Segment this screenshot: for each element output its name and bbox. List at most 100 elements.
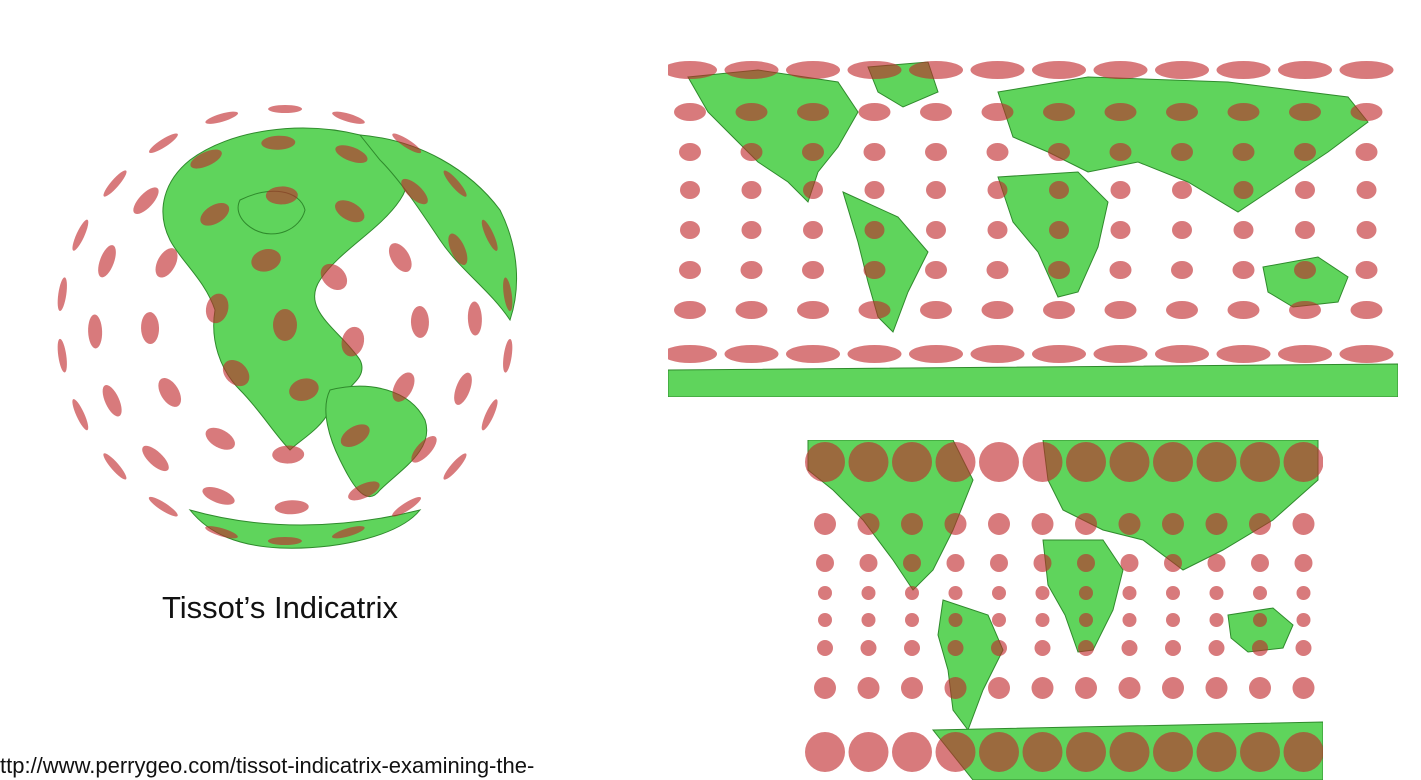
tissot-ellipse xyxy=(98,245,116,278)
tissot-ellipse xyxy=(481,219,498,251)
tissot-ellipse xyxy=(935,442,976,482)
tissot-ellipse xyxy=(411,436,437,463)
tissot-ellipse xyxy=(1022,442,1063,482)
tissot-ellipse xyxy=(857,677,880,699)
plate-carree-map xyxy=(668,61,1398,397)
tissot-ellipse xyxy=(1049,221,1069,239)
tissot-ellipse xyxy=(1048,261,1070,279)
tissot-ellipse xyxy=(903,554,921,572)
tissot-ellipse xyxy=(905,586,919,600)
tissot-ellipse xyxy=(1356,221,1377,239)
tissot-ellipse xyxy=(348,481,380,501)
tissot-ellipse xyxy=(401,178,428,205)
tissot-ellipse xyxy=(57,338,67,373)
tissot-ellipse xyxy=(981,301,1014,319)
tissot-ellipse xyxy=(1122,613,1137,627)
tissot-ellipse xyxy=(848,732,889,772)
tissot-ellipse xyxy=(133,187,159,214)
tissot-ellipse xyxy=(674,301,706,319)
tissot-ellipse xyxy=(979,442,1019,482)
tissot-ellipse xyxy=(1033,554,1052,572)
tissot-ellipse xyxy=(1249,677,1271,699)
tissot-ellipse xyxy=(861,586,876,600)
tissot-ellipse xyxy=(1294,261,1316,279)
source-url[interactable]: ttp://www.perrygeo.com/tissot-indicatrix… xyxy=(0,753,535,778)
figure-caption: Tissot’s Indicatrix xyxy=(161,590,398,625)
tissot-ellipse xyxy=(1162,677,1184,699)
tissot-ellipse xyxy=(1093,61,1148,79)
tissot-ellipse xyxy=(320,263,348,291)
land-antarctica xyxy=(668,363,1398,397)
tissot-ellipse xyxy=(1078,640,1094,656)
tissot-ellipse xyxy=(909,61,963,79)
tissot-ellipse xyxy=(786,61,840,79)
tissot-ellipse xyxy=(1155,345,1209,363)
mercator-map xyxy=(805,440,1323,780)
tissot-ellipse xyxy=(848,442,889,482)
tissot-ellipse xyxy=(1079,613,1093,627)
tissot-ellipse xyxy=(803,181,823,199)
land-group xyxy=(668,61,1398,397)
tissot-ellipse xyxy=(392,496,422,517)
tissot-ellipse xyxy=(1207,554,1226,572)
tissot-ellipse xyxy=(797,301,829,319)
tissot-ellipse xyxy=(1295,640,1312,656)
tissot-ellipse xyxy=(1252,640,1268,656)
tissot-ellipse xyxy=(1249,513,1271,535)
tissot-ellipse xyxy=(388,243,412,273)
tissot-ellipse xyxy=(272,445,305,464)
tissot-ellipse xyxy=(88,314,103,349)
tissot-ellipse xyxy=(1292,677,1315,699)
tissot-ellipse xyxy=(1216,61,1271,79)
tissot-ellipse xyxy=(990,554,1008,572)
tissot-ellipse xyxy=(335,200,365,223)
tissot-ellipse xyxy=(992,586,1006,600)
tissot-ellipse xyxy=(858,103,891,121)
tissot-ellipse xyxy=(981,103,1014,121)
tissot-ellipse xyxy=(740,143,763,161)
tissot-ellipse xyxy=(1227,301,1260,319)
tissot-ellipse xyxy=(904,640,920,656)
tissot-ellipse xyxy=(987,221,1008,239)
tissot-ellipse xyxy=(103,170,127,197)
tissot-ellipse xyxy=(1166,586,1180,600)
tissot-ellipse xyxy=(802,261,824,279)
tissot-ellipse xyxy=(1294,143,1316,161)
tissot-ellipse xyxy=(674,103,706,121)
tissot-ellipse xyxy=(1075,513,1097,535)
tissot-ellipse xyxy=(817,640,833,656)
tissot-ellipse xyxy=(1196,442,1237,482)
tissot-ellipse xyxy=(1166,301,1198,319)
tissot-ellipse xyxy=(814,513,836,535)
tissot-ellipse xyxy=(1292,513,1315,535)
tissot-ellipse xyxy=(1166,613,1180,627)
tissot-ellipse xyxy=(1296,586,1311,600)
tissot-ellipse xyxy=(1289,103,1321,121)
tissot-ellipse xyxy=(986,143,1009,161)
tissot-ellipse xyxy=(1171,143,1193,161)
tissot-ellipse xyxy=(142,445,169,472)
tissot-ellipse xyxy=(410,305,429,338)
tissot-ellipse xyxy=(679,261,701,279)
land-australia xyxy=(1262,256,1349,308)
tissot-ellipse xyxy=(1209,613,1224,627)
tissot-ellipse xyxy=(786,345,840,363)
tissot-ellipse xyxy=(102,384,122,417)
tissot-ellipse xyxy=(448,233,468,266)
tissot-ellipse xyxy=(970,61,1025,79)
tissot-ellipse xyxy=(72,219,89,251)
tissot-ellipse xyxy=(946,554,965,572)
tissot-ellipse xyxy=(1355,261,1378,279)
tissot-ellipse xyxy=(805,442,845,482)
tissot-ellipse xyxy=(1034,640,1051,656)
tissot-ellipse xyxy=(1109,261,1132,279)
tissot-ellipse xyxy=(1350,301,1383,319)
tissot-ellipse xyxy=(1233,221,1254,239)
tissot-ellipse xyxy=(155,248,178,278)
tissot-ellipse xyxy=(1209,586,1224,600)
tissot-ellipse xyxy=(668,61,717,79)
tissot-ellipse xyxy=(857,513,880,535)
tissot-ellipse xyxy=(987,181,1008,199)
tissot-ellipse xyxy=(1075,677,1097,699)
tissot-ellipse xyxy=(392,133,422,154)
